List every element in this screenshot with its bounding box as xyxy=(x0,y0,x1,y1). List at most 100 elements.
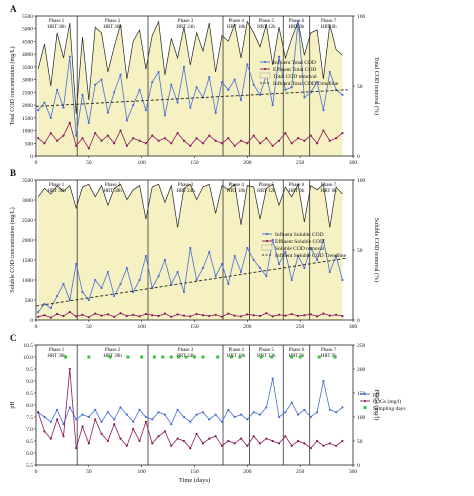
series-marker-1 xyxy=(151,442,154,445)
phase-label: Phase 3 xyxy=(178,183,194,188)
series-marker-1 xyxy=(195,432,198,435)
series-marker-0 xyxy=(309,415,312,419)
x-tick-label: 200 xyxy=(243,324,252,330)
series-marker-0 xyxy=(277,55,281,58)
series-marker-0 xyxy=(94,408,97,411)
series-marker-1 xyxy=(56,418,59,421)
series-marker-0 xyxy=(284,250,287,254)
series-marker-1 xyxy=(201,442,205,445)
phase-hrt-label: HRT 18h xyxy=(227,25,246,30)
series-marker-1 xyxy=(62,435,65,438)
series-marker-0 xyxy=(144,254,147,258)
series-marker-1 xyxy=(87,316,90,319)
series-marker-0 xyxy=(208,418,211,421)
series-marker-0 xyxy=(37,310,40,314)
series-marker-1 xyxy=(290,312,293,316)
x-tick-label: 300 xyxy=(349,160,358,166)
series-marker-0 xyxy=(87,298,90,302)
legend-swatch xyxy=(265,232,269,236)
series-marker-1 xyxy=(277,313,281,316)
series-marker-1 xyxy=(322,129,325,132)
series-marker-1 xyxy=(334,313,338,316)
legend-label: Effluent Soluble COD xyxy=(275,238,324,245)
x-tick-label: 200 xyxy=(243,160,252,166)
series-marker-1 xyxy=(239,139,243,142)
y-tick-label: 3000 xyxy=(22,78,33,84)
series-marker-1 xyxy=(43,142,46,145)
phase-label: Phase 4 xyxy=(229,19,245,24)
series-marker-1 xyxy=(119,312,122,315)
legend-label: Total COD removal xyxy=(273,74,317,80)
series-marker-0 xyxy=(106,111,109,114)
series-marker-1 xyxy=(62,314,65,318)
x-tick-label: 100 xyxy=(138,324,147,330)
series-marker-1 xyxy=(132,427,135,431)
series-marker-1 xyxy=(81,425,84,428)
phase-hrt-label: HRT 36h xyxy=(47,354,66,359)
series-marker-1 xyxy=(258,142,262,145)
x-tick-label: 100 xyxy=(138,469,147,475)
x-tick-label: 250 xyxy=(296,160,305,166)
trendline xyxy=(35,89,348,107)
series-marker-1 xyxy=(157,435,160,438)
y-tick-label: 1000 xyxy=(22,278,33,284)
series-marker-1 xyxy=(208,134,211,137)
series-marker-0 xyxy=(151,81,154,84)
phase-hrt-label: HRT 6h xyxy=(321,25,337,30)
series-marker-0 xyxy=(87,415,90,419)
sampling-day-marker xyxy=(193,355,196,359)
y-tick-label: 5.5 xyxy=(26,463,33,469)
y-tick-label: 2500 xyxy=(22,90,33,96)
x-tick-label: 50 xyxy=(86,160,92,166)
y-tick-label: 0 xyxy=(30,154,33,160)
y-tick-label: 4500 xyxy=(22,39,33,45)
series-marker-0 xyxy=(208,250,211,254)
series-marker-0 xyxy=(290,86,293,89)
phase-hrt-label: HRT 30h xyxy=(103,25,122,30)
series-marker-0 xyxy=(132,420,135,423)
series-marker-0 xyxy=(138,88,141,91)
sampling-day-marker xyxy=(177,355,181,359)
series-marker-1 xyxy=(157,314,160,318)
y-tick-label: 7.5 xyxy=(26,415,33,421)
series-marker-1 xyxy=(271,144,274,147)
series-marker-0 xyxy=(322,109,325,112)
x-tick-label: 150 xyxy=(190,469,199,475)
series-marker-0 xyxy=(170,423,173,426)
panel-letter: A xyxy=(10,4,17,14)
legend-label: Effluent Total COD xyxy=(273,66,316,73)
sampling-day-marker xyxy=(259,355,263,359)
y-tick-label: 500 xyxy=(25,141,34,147)
series-marker-0 xyxy=(239,98,243,102)
series-marker-1 xyxy=(227,312,230,315)
series-marker-1 xyxy=(144,420,147,423)
legend-swatch xyxy=(363,399,367,403)
series-marker-0 xyxy=(233,415,236,419)
phase-label: Phase 2 xyxy=(105,183,121,188)
legend-label: Influent Soluble COD Trendline xyxy=(275,252,347,259)
series-marker-1 xyxy=(144,142,147,145)
series-marker-1 xyxy=(328,314,331,317)
series-marker-0 xyxy=(208,75,211,79)
series-marker-0 xyxy=(37,109,40,112)
series-line-0 xyxy=(37,378,343,426)
series-marker-0 xyxy=(75,134,78,137)
x-tick-label: 150 xyxy=(190,324,199,330)
y-tick-label: 10.5 xyxy=(23,343,33,349)
series-marker-1 xyxy=(265,137,268,140)
series-marker-0 xyxy=(157,411,160,414)
y2-tick-label: 50 xyxy=(357,248,363,254)
series-marker-0 xyxy=(56,294,59,298)
series-marker-0 xyxy=(100,420,103,423)
phase-hrt-label: HRT 6h xyxy=(321,354,337,359)
series-marker-0 xyxy=(94,278,97,282)
series-marker-0 xyxy=(43,302,46,306)
y2-tick-label: 0 xyxy=(357,463,360,469)
series-marker-0 xyxy=(252,411,255,414)
series-marker-0 xyxy=(258,413,262,416)
series-marker-0 xyxy=(322,238,325,242)
series-marker-1 xyxy=(132,137,135,140)
series-marker-0 xyxy=(258,93,262,97)
